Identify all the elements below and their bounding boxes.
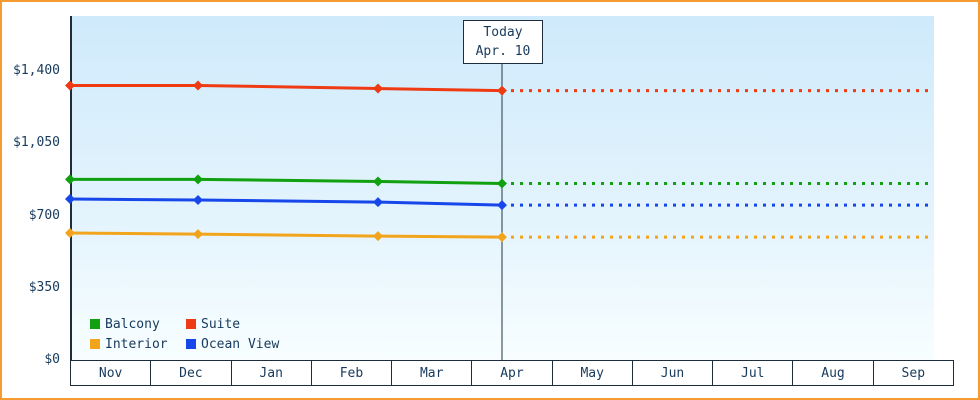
x-axis-label-may: May — [551, 360, 633, 386]
legend-label: Ocean View — [201, 336, 280, 352]
x-axis-label-feb: Feb — [310, 360, 393, 386]
y-tick-label: $1,400 — [13, 63, 60, 78]
x-axis: Nov Dec Jan Feb Mar Apr May Jun Jul Aug Sep — [70, 360, 954, 386]
legend-item-suite: Suite — [186, 317, 240, 332]
legend-row: Balcony Suite — [90, 314, 279, 334]
y-tick-label: $1,050 — [13, 135, 60, 151]
today-date: Apr. 10 — [475, 44, 531, 59]
today-label-box: Today Apr. 10 — [463, 20, 543, 64]
legend-label: Balcony — [105, 316, 160, 332]
x-axis-label-jun: Jun — [631, 360, 714, 386]
legend-swatch-icon — [186, 319, 196, 329]
x-axis-label-jul: Jul — [712, 360, 794, 386]
legend-swatch-icon — [90, 339, 100, 349]
y-tick-label: $0 — [44, 352, 60, 367]
legend-label: Suite — [201, 316, 241, 332]
x-axis-label-apr: Apr — [471, 360, 553, 386]
x-axis-label-nov: Nov — [70, 360, 152, 386]
x-axis-label-sep: Sep — [872, 360, 954, 386]
today-label: Today — [483, 25, 523, 40]
x-axis-label-dec: Dec — [150, 360, 232, 386]
legend-item-balcony: Balcony — [90, 317, 186, 332]
legend-item-ocean-view: Ocean View — [186, 337, 279, 352]
x-axis-label-aug: Aug — [792, 360, 874, 386]
y-tick-label: $350 — [28, 279, 60, 295]
x-axis-label-mar: Mar — [391, 360, 473, 386]
plot-area — [70, 16, 934, 360]
legend-item-interior: Interior — [90, 337, 186, 352]
legend-row: Interior Ocean View — [90, 334, 279, 354]
x-axis-label-jan: Jan — [230, 360, 312, 386]
legend-swatch-icon — [90, 319, 100, 329]
legend-swatch-icon — [186, 339, 196, 349]
legend-label: Interior — [105, 336, 168, 352]
y-tick-label: $700 — [28, 207, 60, 223]
legend: Balcony Suite Interior Ocean View — [90, 314, 279, 354]
